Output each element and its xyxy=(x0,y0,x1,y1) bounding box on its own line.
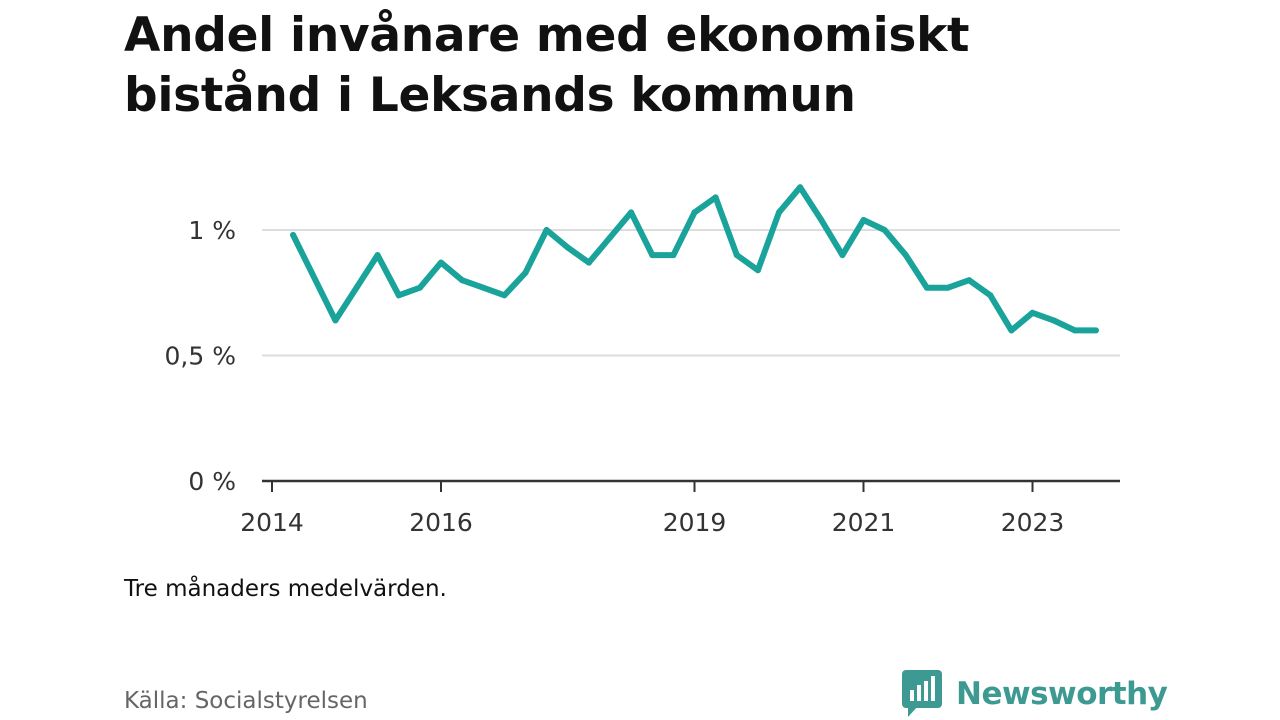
chart-title: Andel invånare med ekonomiskt bistånd i … xyxy=(124,8,970,123)
data-point xyxy=(670,252,677,259)
data-point xyxy=(754,267,761,274)
data-point xyxy=(818,217,825,223)
data-point xyxy=(649,252,656,259)
line-chart: 0 % 0,5 % 1 % 2014 2016 2019 2021 2023 xyxy=(165,184,1120,537)
newsworthy-logo-icon xyxy=(902,670,942,717)
data-point xyxy=(733,252,740,259)
data-point xyxy=(839,252,846,259)
source-text: Källa: Socialstyrelsen xyxy=(124,688,368,714)
data-point xyxy=(1029,309,1036,316)
chart-note: Tre månaders medelvärden. xyxy=(124,576,447,602)
data-point xyxy=(691,209,698,216)
x-tick-label: 2014 xyxy=(240,508,304,537)
data-point xyxy=(776,209,782,216)
data-point xyxy=(374,252,381,259)
data-point xyxy=(353,284,360,291)
data-point xyxy=(395,292,402,299)
y-axis: 0 % 0,5 % 1 % xyxy=(165,216,236,496)
gridlines xyxy=(262,229,1120,357)
data-point xyxy=(881,227,888,233)
data-point xyxy=(438,259,444,266)
y-tick-label: 1 % xyxy=(188,216,236,245)
x-tick-label: 2023 xyxy=(1001,508,1065,537)
data-point xyxy=(945,284,951,291)
data-point xyxy=(416,284,423,291)
data-point xyxy=(290,232,297,238)
data-point xyxy=(966,277,973,284)
data-point xyxy=(987,292,994,299)
data-point xyxy=(902,252,909,259)
data-points xyxy=(290,184,1099,334)
series-line xyxy=(290,184,1099,334)
data-point xyxy=(923,284,930,291)
data-point xyxy=(1071,327,1078,334)
y-tick-label: 0 % xyxy=(188,467,236,496)
data-point xyxy=(522,269,529,276)
brand-name: Newsworthy xyxy=(956,676,1168,712)
data-point xyxy=(797,184,804,191)
data-point xyxy=(585,259,592,266)
brand-logo: Newsworthy xyxy=(902,670,1168,718)
data-point xyxy=(332,317,339,324)
data-point xyxy=(459,277,466,284)
data-point xyxy=(607,234,613,241)
x-tick-label: 2021 xyxy=(832,508,896,537)
data-point xyxy=(712,194,719,201)
data-point xyxy=(564,244,571,251)
data-point xyxy=(501,292,508,299)
data-point xyxy=(1008,327,1015,334)
x-tick-label: 2016 xyxy=(409,508,473,537)
data-point xyxy=(1092,327,1099,334)
data-point xyxy=(1050,317,1057,324)
data-point xyxy=(480,284,487,291)
data-point xyxy=(628,209,635,216)
data-point xyxy=(860,217,867,223)
x-tick-label: 2019 xyxy=(663,508,727,537)
data-point xyxy=(543,227,550,233)
y-tick-label: 0,5 % xyxy=(165,342,236,371)
x-axis: 2014 2016 2019 2021 2023 xyxy=(240,481,1064,537)
